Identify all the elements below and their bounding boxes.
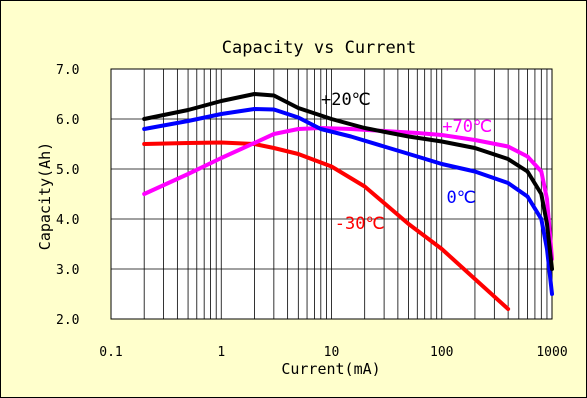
chart-title: Capacity vs Current [222,38,416,58]
x-tick-labels: 0.1 1 10 100 1000 [99,345,567,360]
series-labels: +20℃ +70℃ 0℃ -30℃ [321,90,492,234]
series-annotation: +20℃ [321,90,371,110]
y-tick-label: 7.0 [56,63,79,78]
y-tick-labels: 7.0 6.0 5.0 4.0 3.0 2.0 [56,63,79,328]
series-annotation: 0℃ [447,188,476,208]
y-tick-label: 3.0 [56,263,79,278]
x-axis-label: Current(mA) [281,360,380,378]
y-axis-label: Capacity(Ah) [36,142,54,250]
y-tick-label: 4.0 [56,213,79,228]
series-line [142,92,554,271]
series-annotation: -30℃ [335,214,385,234]
x-tick-label: 0.1 [99,345,122,360]
series-annotation: +70℃ [442,117,492,137]
x-tick-label: 10 [324,345,340,360]
y-tick-label: 5.0 [56,163,79,178]
y-tick-label: 2.0 [56,313,79,328]
grid-lines [111,69,552,319]
x-tick-label: 1 [217,345,225,360]
x-tick-label: 1000 [536,345,567,360]
series-line [142,140,511,311]
series-lines [142,92,554,311]
x-tick-label: 100 [430,345,453,360]
series-line [142,107,554,296]
y-tick-label: 6.0 [56,113,79,128]
